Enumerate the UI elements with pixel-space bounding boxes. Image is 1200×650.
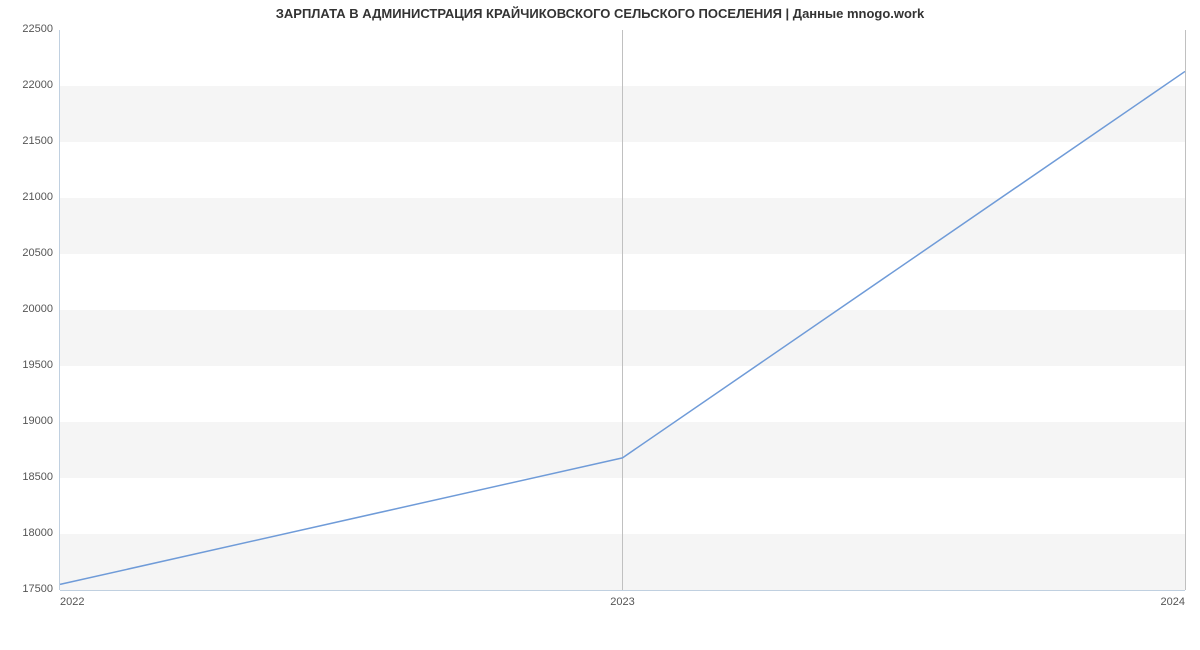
- x-tick-label: 2022: [60, 596, 84, 608]
- x-tick-label: 2024: [1145, 596, 1185, 608]
- y-tick-label: 19500: [5, 359, 53, 371]
- y-tick-label: 19000: [5, 415, 53, 427]
- line-svg: [60, 30, 1185, 590]
- y-tick-label: 18500: [5, 471, 53, 483]
- plot-area: 1750018000185001900019500200002050021000…: [60, 30, 1185, 590]
- y-tick-label: 21500: [5, 135, 53, 147]
- y-tick-label: 22500: [5, 23, 53, 35]
- y-tick-label: 20500: [5, 247, 53, 259]
- y-tick-label: 20000: [5, 303, 53, 315]
- x-axis-line: [60, 590, 1185, 591]
- y-tick-label: 22000: [5, 79, 53, 91]
- series-line-salary: [60, 71, 1185, 584]
- y-tick-label: 21000: [5, 191, 53, 203]
- chart-title: ЗАРПЛАТА В АДМИНИСТРАЦИЯ КРАЙЧИКОВСКОГО …: [0, 6, 1200, 21]
- y-tick-label: 17500: [5, 583, 53, 595]
- x-tick-label: 2023: [603, 596, 643, 608]
- salary-line-chart: ЗАРПЛАТА В АДМИНИСТРАЦИЯ КРАЙЧИКОВСКОГО …: [0, 0, 1200, 650]
- y-tick-label: 18000: [5, 527, 53, 539]
